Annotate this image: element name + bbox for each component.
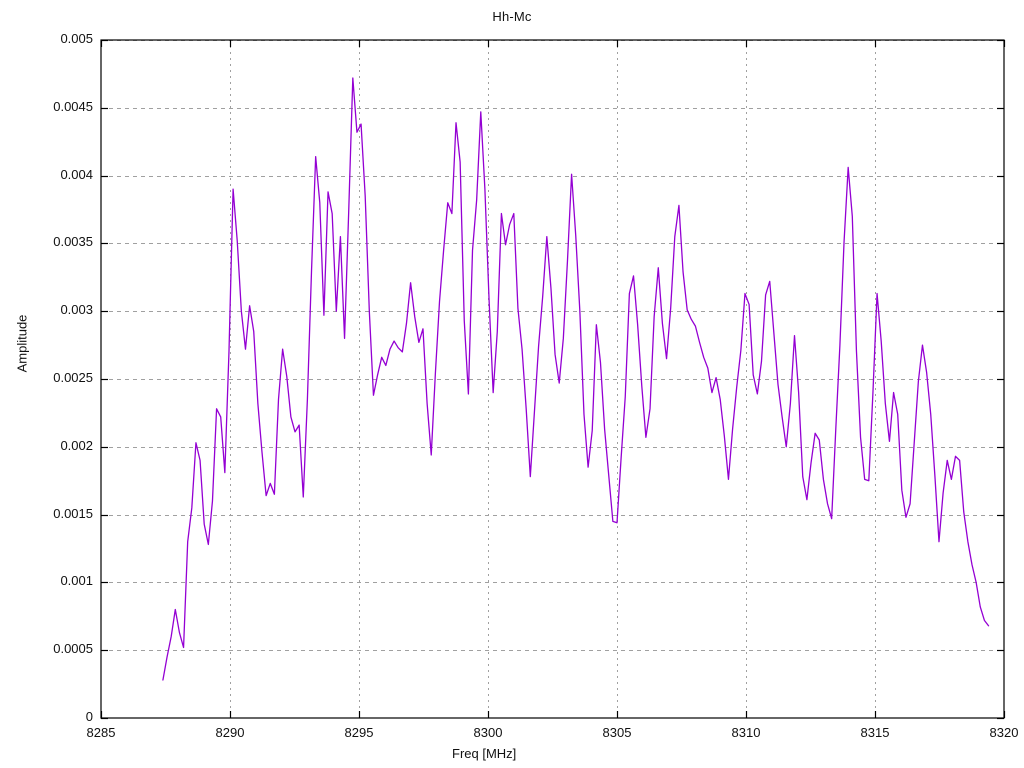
y-tick-label: 0.0005 (53, 641, 93, 657)
y-axis-label: Amplitude (14, 314, 30, 373)
data-series-line (162, 77, 990, 681)
y-tick-label: 0 (85, 709, 93, 724)
x-tick-label: 8285 (86, 725, 116, 740)
y-tick-label: 0.003 (60, 302, 93, 318)
x-tick-label: 8305 (602, 725, 632, 740)
y-tick-label: 0.0035 (53, 234, 93, 250)
x-tick-label: 8300 (473, 725, 503, 740)
plot-frame (100, 39, 1005, 719)
y-tick-label: 0.0045 (53, 98, 93, 114)
grid-lines (101, 40, 1004, 718)
y-tick-label: 0.0025 (53, 370, 93, 385)
page-title: Hh-Mc (492, 9, 532, 24)
x-tick-label: 8310 (731, 725, 761, 740)
y-tick-label: 0.0015 (53, 505, 93, 521)
y-tick-label: 0.002 (60, 437, 93, 453)
x-tick-label: 8320 (989, 725, 1019, 740)
y-tick-label: 0.004 (60, 166, 93, 182)
y-tick-label: 0.005 (60, 31, 93, 46)
y-tick-label: 0.001 (60, 573, 93, 589)
x-tick-label: 8295 (344, 725, 374, 740)
x-tick-label: 8290 (215, 725, 245, 740)
x-axis-label: Freq [MHz] (452, 746, 517, 761)
x-tick-label: 8315 (860, 725, 890, 740)
